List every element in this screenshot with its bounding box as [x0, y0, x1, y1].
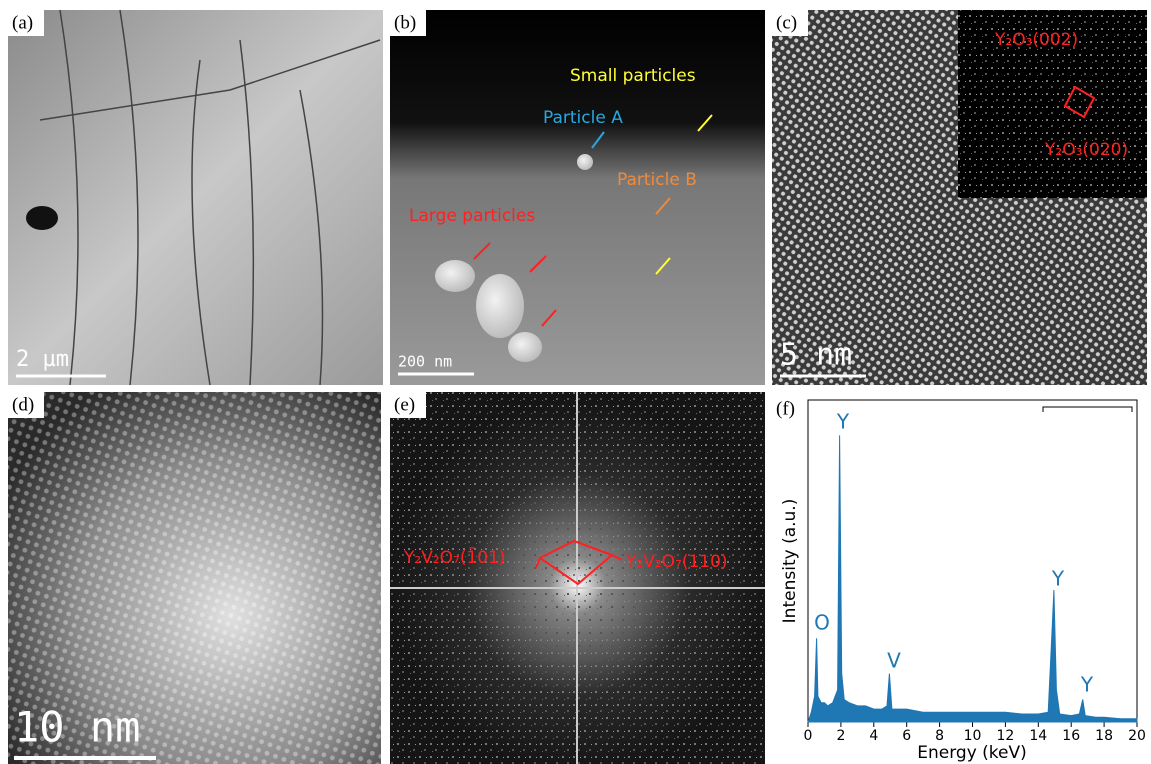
panel-label: (a) [12, 12, 33, 33]
annotation: Y₂O₃(020) [1044, 140, 1128, 160]
annotation: Particle B [617, 170, 697, 190]
x-tick-label: 18 [1095, 728, 1113, 744]
scale-bar-label: 2 µm [16, 347, 69, 372]
panel-label: (e) [394, 394, 415, 415]
x-tick-label: 8 [935, 728, 944, 744]
x-tick-label: 16 [1062, 728, 1080, 744]
panel-label: (c) [776, 12, 797, 33]
peak-label: O [814, 611, 830, 635]
inclusion [26, 206, 58, 230]
x-tick-label: 4 [869, 728, 878, 744]
particle [476, 274, 524, 338]
panel-d: (d) 10 nm [8, 392, 381, 764]
panel-label: (f) [776, 398, 795, 419]
annotation: Y₂V₂O₇(1̄01) [403, 546, 506, 568]
x-tick-label: 0 [804, 728, 813, 744]
particle [435, 260, 475, 292]
x-axis-label: Energy (keV) [917, 743, 1027, 763]
scale-bar-label: 200 nm [398, 353, 452, 371]
x-tick-label: 2 [836, 728, 845, 744]
particle [577, 154, 593, 170]
particle [508, 332, 542, 362]
panel-e: Y₂V₂O₇(1̄01) Y₂V₂O₇(110) (e) [390, 392, 765, 764]
figure: (a) 2 µm (b) Small particles Particle A … [0, 0, 1151, 764]
panel-a: (a) 2 µm [8, 10, 383, 385]
legend-bracket [1043, 407, 1132, 412]
x-tick-label: 14 [1029, 728, 1047, 744]
x-tick-label: 12 [996, 728, 1014, 744]
x-tick-label: 6 [902, 728, 911, 744]
x-tick-label: 10 [964, 728, 982, 744]
panel-label: (b) [394, 12, 416, 33]
peak-label: Y [1080, 673, 1094, 697]
y-axis-label: Intensity (a.u.) [780, 499, 800, 624]
annotation: Particle A [543, 108, 623, 128]
panel-b: (b) Small particles Particle A Particle … [390, 10, 765, 385]
micrograph [8, 10, 383, 385]
annotation: Small particles [570, 66, 696, 86]
panel-label: (d) [12, 394, 34, 415]
scale-bar-label: 5 nm [780, 338, 852, 373]
annotation: Large particles [409, 206, 535, 226]
panel-c: Y₂O₃(002) Y₂O₃(020) (c) 5 nm [772, 10, 1147, 385]
peak-label: Y [1051, 567, 1065, 591]
scale-bar-label: 10 nm [14, 703, 140, 752]
annotation: Y₂O₃(002) [994, 30, 1078, 50]
peak-label: V [887, 649, 901, 673]
x-tick-label: 20 [1128, 728, 1146, 744]
peak-label: Y [836, 410, 850, 434]
annotation: Y₂V₂O₇(110) [625, 552, 728, 572]
panel-f: (f) Energy (keV) Intensity (a.u.) 0 2 4 6 8 1… [776, 398, 1146, 763]
